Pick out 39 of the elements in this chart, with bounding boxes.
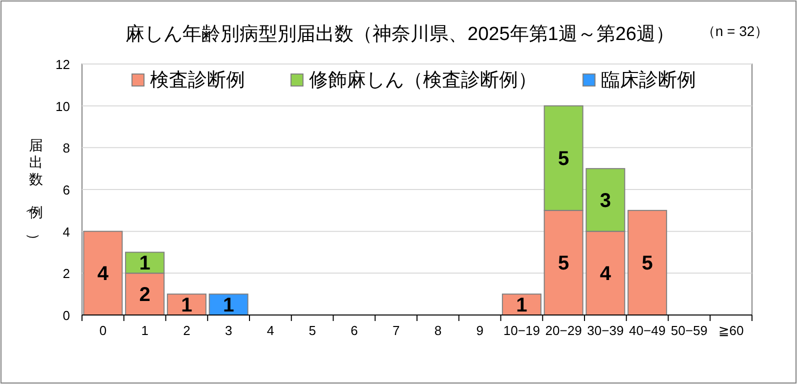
x-tick-label: 50−59 [670,323,708,338]
x-tick-label: 30−39 [587,323,624,338]
x-tick-label: 3 [224,323,232,338]
y-tick-label: 4 [62,224,70,240]
legend-label: 検査診断例 [150,70,245,91]
data-label: 1 [223,294,234,317]
y-tick-label: 8 [62,140,70,156]
text: （n = 32） [701,23,769,39]
x-tick-label: 9 [476,323,484,338]
y-tick-label: 6 [62,182,70,198]
x-tick-label: 6 [350,323,358,338]
y-tick-label: 0 [62,308,70,323]
x-tick-label: 40−49 [629,323,666,338]
x-tick-label: 20−29 [545,323,582,338]
data-label: 1 [139,252,150,275]
x-tick-label: 10−19 [503,323,540,338]
y-tick-label: 10 [56,98,70,114]
x-tick-label: 8 [434,323,442,338]
x-tick-label: 4 [266,323,274,338]
x-tick-label: 2 [183,323,190,338]
y-tick-label: 12 [56,57,70,72]
data-label: 5 [558,252,570,275]
data-label: 4 [600,263,612,286]
x-tick-label: ≧60 [718,323,744,338]
data-label: 5 [642,252,653,275]
data-label: 1 [181,294,192,317]
x-tick-label: 5 [308,323,316,338]
x-tick-label: 0 [99,323,107,338]
legend-label: 修飾麻しん（検査診断例） [309,70,537,91]
data-label: 2 [139,284,150,306]
chart-title: 麻しん年齢別病型別届出数（神奈川県、2025年第1週～第26週） [126,24,674,45]
data-label: 1 [516,294,528,317]
y-tick-label: 2 [62,266,70,282]
x-tick-label: 1 [141,323,148,338]
legend-label: 臨床診断例 [601,69,696,91]
x-tick-label: 7 [392,323,400,338]
data-label: 5 [558,148,570,170]
data-label: 4 [97,263,110,286]
data-label: 3 [600,190,611,212]
